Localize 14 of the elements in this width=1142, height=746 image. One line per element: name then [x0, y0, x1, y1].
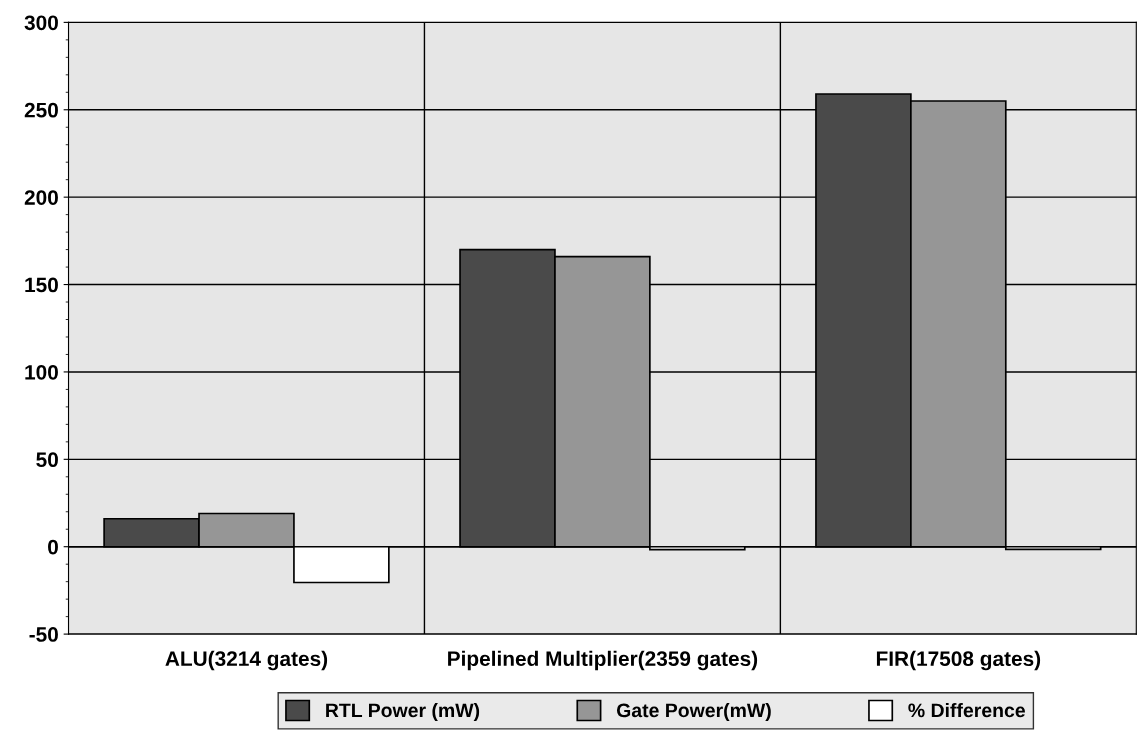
y-tick-label: 100	[25, 364, 58, 380]
y-tick-label: -50	[29, 627, 58, 642]
y-tick-label: 200	[24, 190, 58, 205]
y-tick-label: 300	[24, 15, 58, 31]
y-tick-label: 50	[36, 452, 58, 468]
x-tick-label: FIR(17508 gates)	[876, 650, 1041, 671]
legend-label: Gate Power(mW)	[616, 702, 771, 722]
y-tick-label: 0	[48, 539, 58, 555]
y-tick-label: 250	[24, 102, 58, 118]
y-tick-label: 150	[25, 277, 58, 293]
x-tick-label: Pipelined Multiplier(2359 gates)	[448, 650, 758, 671]
x-tick-label: ALU(3214 gates)	[165, 650, 328, 671]
legend-label: % Difference	[908, 702, 1025, 718]
legend-label: RTL Power (mW)	[326, 702, 480, 722]
